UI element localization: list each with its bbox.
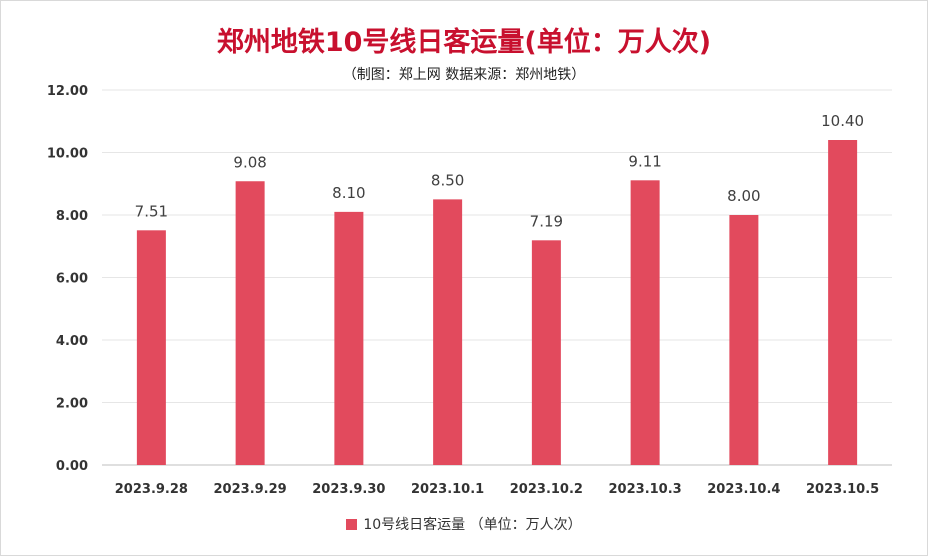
legend-label: 10号线日客运量 （单位：万人次） <box>363 517 582 533</box>
y-tick-label: 4.00 <box>56 334 88 349</box>
bar <box>235 181 265 465</box>
y-tick-label: 8.00 <box>56 209 88 224</box>
y-tick-label: 2.00 <box>56 397 88 412</box>
legend-swatch <box>346 519 358 530</box>
x-tick-label: 2023.10.3 <box>609 482 682 497</box>
legend: 10号线日客运量 （单位：万人次） <box>0 514 928 534</box>
x-tick-label: 2023.10.1 <box>411 482 484 497</box>
data-label: 9.11 <box>628 152 661 170</box>
bar <box>729 215 759 465</box>
x-tick-label: 2023.9.30 <box>312 482 385 497</box>
data-label: 7.19 <box>530 212 563 230</box>
bar <box>136 230 166 465</box>
data-label: 9.08 <box>233 153 266 171</box>
x-tick-label: 2023.10.5 <box>806 482 879 497</box>
x-tick-label: 2023.9.28 <box>115 482 188 497</box>
bar <box>433 199 463 465</box>
x-tick-label: 2023.10.2 <box>510 482 583 497</box>
data-label: 8.00 <box>727 187 760 205</box>
y-tick-label: 0.00 <box>56 459 88 474</box>
x-tick-label: 2023.9.29 <box>214 482 287 497</box>
data-label: 8.10 <box>332 184 365 202</box>
y-tick-label: 10.00 <box>47 147 88 162</box>
x-tick-label: 2023.10.4 <box>707 482 780 497</box>
bar <box>531 240 561 465</box>
chart-subtitle: （制图：郑上网 数据来源：郑州地铁） <box>342 67 586 83</box>
bar <box>630 180 660 465</box>
chart-title: 郑州地铁10号线日客运量(单位：万人次) <box>216 27 712 58</box>
y-tick-label: 12.00 <box>47 84 88 99</box>
y-tick-label: 6.00 <box>56 272 88 287</box>
bar <box>334 211 364 465</box>
data-label: 7.51 <box>135 202 168 220</box>
data-label: 10.40 <box>821 112 864 130</box>
data-label: 8.50 <box>431 171 464 189</box>
bar <box>828 140 858 465</box>
